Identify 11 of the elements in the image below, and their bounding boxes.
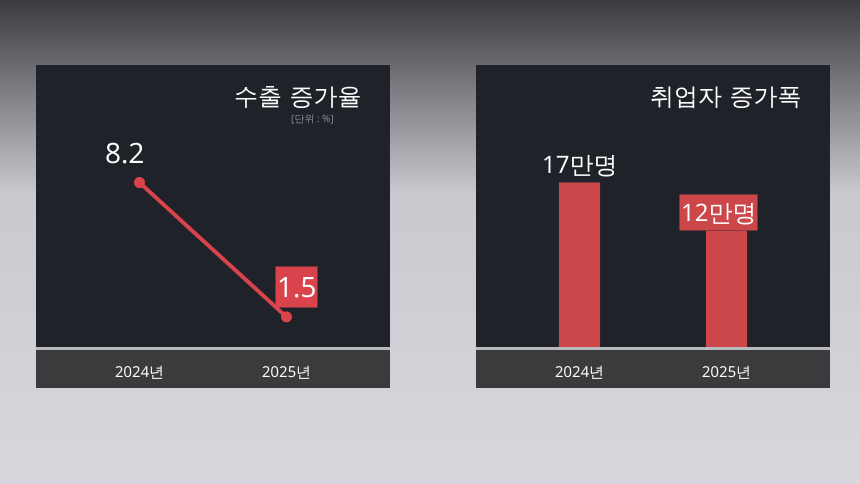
text: [단위 : %] [291, 111, 334, 125]
data-label: 1.5 [277, 268, 316, 306]
data-label: 12만명 [681, 196, 756, 229]
chart-title: 취업자 증가폭 [650, 82, 802, 110]
x-tick-label: 2025년 [702, 362, 752, 382]
x-tick-label: 2025년 [262, 362, 312, 382]
x-tick-label: 2024년 [554, 362, 604, 382]
data-label: 17만명 [542, 148, 618, 181]
x-tick-label: 2024년 [114, 362, 164, 382]
data-label: 8.2 [105, 134, 144, 172]
chart-title: 수출 증가율 [234, 82, 362, 110]
